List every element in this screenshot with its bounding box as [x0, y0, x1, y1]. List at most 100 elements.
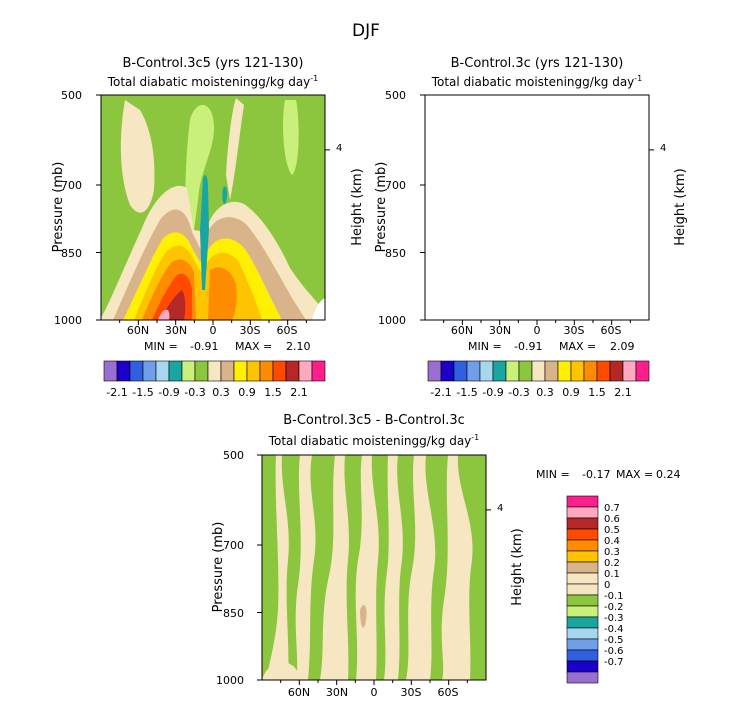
panel-3-stripe	[281, 455, 301, 680]
panel-3-max-label: MAX =	[616, 468, 653, 481]
panel-3-field	[262, 455, 486, 680]
panel-3-ytick-label: 700	[223, 539, 244, 552]
colorbar-swatch	[566, 605, 599, 618]
panel-1-ytick-label: 850	[61, 247, 82, 260]
colorbar-swatch	[566, 572, 599, 585]
colorbar-swatch	[220, 360, 235, 382]
colorbar-label: 0.3	[604, 547, 620, 558]
panel-1-max-value: 2.10	[286, 340, 311, 353]
panel-3-ytick-label: 850	[223, 607, 244, 620]
colorbar-swatch	[168, 360, 183, 382]
panel-1-field	[101, 95, 325, 320]
panel-2-min-value: -0.91	[514, 340, 542, 353]
colorbar-swatch	[207, 360, 222, 382]
colorbar-swatch	[492, 360, 507, 382]
colorbar-swatch	[583, 360, 598, 382]
colorbar-swatch	[142, 360, 157, 382]
panel-1-colorbar: -2.1 -1.5 -0.9 -0.3 0.3 0.9 1.5 2.1	[103, 360, 326, 399]
panel-1-xtick-label: 30N	[165, 324, 187, 337]
colorbar-label: -0.4	[604, 624, 624, 635]
panel-3-stripe	[262, 455, 279, 680]
panel-2-frame	[424, 94, 650, 321]
panel-2-contour	[550, 98, 568, 200]
colorbar-label: -1.5	[132, 386, 153, 399]
colorbar-swatch	[566, 528, 599, 541]
panel-2-contour	[607, 100, 623, 175]
panel-1-xtick-label: 60N	[127, 324, 149, 337]
colorbar-swatch	[544, 360, 559, 382]
panel-2-contour	[425, 186, 649, 320]
colorbar-swatch	[298, 360, 313, 382]
panel-3-ytick-label: 1000	[216, 674, 244, 687]
panel-3-stripe	[308, 455, 335, 680]
colorbar-swatch	[479, 360, 494, 382]
panel-2-contour	[509, 105, 538, 232]
colorbar-swatch	[233, 360, 248, 382]
colorbar-label: 0.3	[212, 386, 230, 399]
colorbar-swatch	[566, 649, 599, 662]
colorbar-swatch	[181, 360, 196, 382]
panel-2: B-Control.3c (yrs 121-130) Total diabati…	[374, 56, 688, 399]
colorbar-swatch	[311, 360, 326, 382]
panel-2-xtick-label: 30N	[489, 324, 511, 337]
colorbar-swatch	[427, 360, 442, 382]
colorbar-label: 0.9	[562, 386, 580, 399]
panel-2-xtick-label: 60N	[451, 324, 473, 337]
panel-3-ylabel-right: Height (km)	[510, 528, 525, 605]
panel-3-stripe	[397, 455, 416, 680]
colorbar-swatch	[259, 360, 274, 382]
panel-3-stripe	[371, 455, 389, 680]
colorbar-swatch	[566, 671, 599, 684]
panel-3-subtitle: Total diabatic moisteningg/kg day-1	[268, 433, 480, 448]
panel-2-xtick-label: 60S	[601, 324, 622, 337]
colorbar-swatch	[566, 506, 599, 519]
panel-2-subtitle: Total diabatic moisteningg/kg day-1	[431, 74, 643, 89]
panel-2-contour	[532, 267, 561, 320]
panel-2-contour	[524, 175, 533, 290]
panel-2-field	[425, 95, 649, 320]
panel-2-max-label: MAX =	[559, 340, 596, 353]
panel-3-title: B-Control.3c5 - B-Control.3c	[283, 413, 465, 428]
panel-3-xtick-label: 30N	[326, 686, 348, 699]
panel-1-min-value: -0.91	[190, 340, 218, 353]
panel-3-xtick-label: 60N	[288, 686, 310, 699]
panel-3-min-label: MIN =	[536, 468, 570, 481]
panel-1-contour	[200, 175, 209, 290]
colorbar-swatch	[566, 638, 599, 651]
panel-2-height-tick-label: 4	[660, 143, 666, 154]
colorbar-label: 0.3	[536, 386, 554, 399]
panel-2-contour	[466, 259, 520, 320]
panel-3-stripe	[360, 605, 367, 628]
colorbar-swatch	[566, 550, 599, 563]
colorbar-swatch	[518, 360, 533, 382]
panel-1-ticks	[96, 94, 330, 325]
colorbar-swatch	[531, 360, 546, 382]
panel-1-contour	[185, 104, 215, 232]
panel-3: B-Control.3c5 - B-Control.3c Total diaba…	[211, 413, 681, 699]
colorbar-swatch	[566, 539, 599, 552]
panel-3-xtick-label: 30S	[401, 686, 422, 699]
colorbar-swatch	[129, 360, 144, 382]
panel-2-contour	[546, 186, 551, 204]
colorbar-label: -0.9	[482, 386, 503, 399]
colorbar-label: -0.7	[604, 657, 624, 668]
colorbar-label: 2.1	[290, 386, 308, 399]
colorbar-swatch	[596, 360, 611, 382]
colorbar-label: -0.3	[184, 386, 205, 399]
colorbar-swatch	[103, 360, 118, 382]
colorbar-swatch	[566, 627, 599, 640]
panel-3-stripe	[457, 455, 486, 680]
colorbar-label: -0.3	[508, 386, 529, 399]
panel-2-contour	[458, 246, 586, 320]
panel-2-xtick-label: 0	[534, 324, 541, 337]
colorbar-swatch	[285, 360, 300, 382]
panel-1-xtick-label: 30S	[240, 324, 261, 337]
colorbar-swatch	[194, 360, 209, 382]
panel-2-ylabel-right: Height (km)	[673, 168, 688, 245]
panel-2-ylabel: Pressure (mb)	[374, 162, 389, 253]
colorbar-label: 1.5	[264, 386, 282, 399]
colorbar-swatch	[635, 360, 650, 382]
panel-3-ticks	[257, 454, 491, 685]
colorbar-swatch	[155, 360, 170, 382]
colorbar-label: -0.9	[158, 386, 179, 399]
